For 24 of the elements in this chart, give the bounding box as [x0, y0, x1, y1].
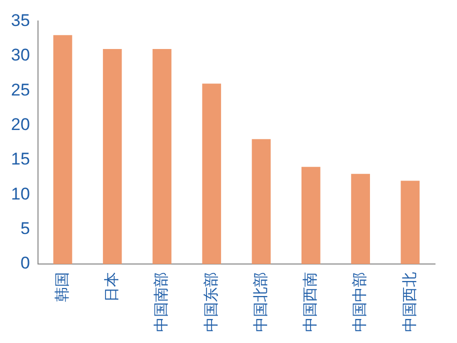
y-tick-label: 0 [20, 254, 30, 273]
x-tick-label: 中国南部 [153, 272, 170, 332]
y-tick-label: 5 [20, 219, 30, 238]
y-tick-label: 30 [10, 46, 30, 65]
bar [351, 174, 370, 264]
x-tick-label: 中国西北 [401, 272, 418, 332]
y-tick-label: 25 [10, 80, 30, 100]
x-tick-label: 日本 [104, 272, 121, 302]
bar [202, 84, 222, 264]
bar [252, 139, 271, 264]
x-tick-label: 中国中部 [352, 272, 369, 332]
bar [400, 180, 420, 264]
bar [53, 35, 72, 264]
y-tick-label: 15 [10, 150, 30, 169]
x-tick-label: 中国西南 [302, 272, 320, 332]
x-tick-label: 中国北部 [252, 272, 270, 332]
bar [152, 48, 172, 264]
y-tick-label: 20 [10, 114, 30, 134]
bar [301, 166, 320, 264]
x-tick-label: 韩国 [54, 272, 71, 302]
y-tick-label: 35 [10, 10, 30, 30]
x-tick-label: 中国东部 [202, 272, 220, 332]
bar [102, 48, 122, 264]
y-tick-label: 10 [10, 184, 30, 204]
